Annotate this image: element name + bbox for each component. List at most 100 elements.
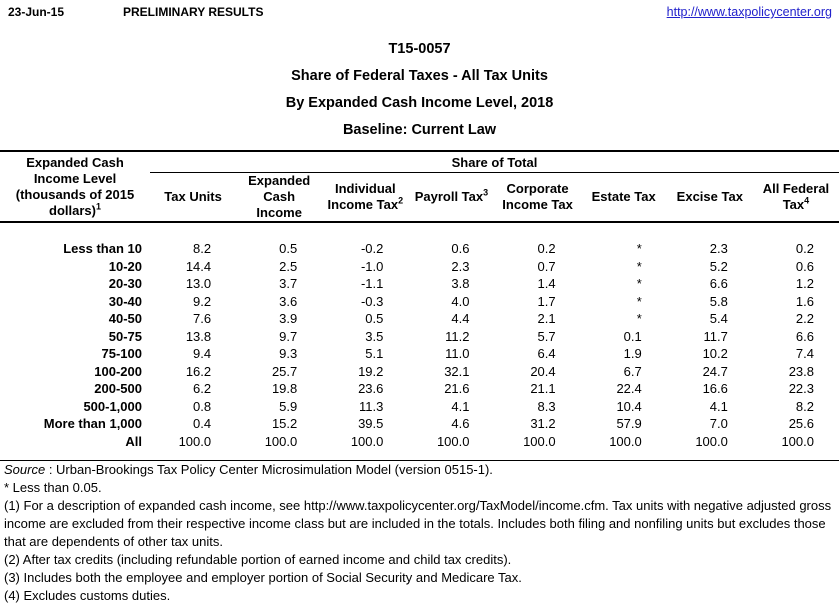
cell: 3.8 (451, 276, 470, 292)
cell: 5.9 (279, 398, 298, 414)
cell: * (636, 311, 642, 327)
cell: 100.0 (695, 433, 728, 449)
cell: 5.8 (709, 293, 728, 309)
cell: 1.9 (623, 346, 642, 362)
cell: 25.7 (271, 363, 298, 379)
column-header: Individual Income Tax2 (322, 172, 409, 223)
table-row: 20-30 13.0 3.7 -1.1 3.8 1.4 * 6.6 1.2 (0, 275, 839, 293)
cell: 4.1 (709, 398, 728, 414)
column-header: Corporate Income Tax (494, 172, 581, 223)
table-row: 40-50 7.6 3.9 0.5 4.4 2.1 * 5.4 2.2 (0, 310, 839, 328)
cell: 22.4 (616, 381, 642, 397)
row-header-income-level: Expanded Cash Income Level (thousands of 2… (0, 151, 150, 223)
cell: 16.6 (702, 381, 728, 397)
cell: 0.1 (623, 328, 642, 344)
cell: 0.6 (451, 241, 470, 257)
cell: 6.2 (193, 381, 212, 397)
source-note: Source : Urban-Brookings Tax Policy Cent… (4, 461, 835, 479)
cell: 8.2 (193, 241, 212, 257)
share-of-federal-taxes-table: Expanded Cash Income Level (thousands of 2… (0, 150, 839, 461)
cell: 8.2 (795, 398, 814, 414)
cell: 19.8 (271, 381, 298, 397)
cell: 0.5 (279, 241, 298, 257)
asterisk-note: * Less than 0.05. (4, 480, 102, 495)
table-row: 100-200 16.2 25.7 19.2 32.1 20.4 6.7 24.7 23.8 (0, 363, 839, 381)
cell: 9.4 (193, 346, 212, 362)
cell: 2.1 (537, 311, 556, 327)
footnotes: Source : Urban-Brookings Tax Policy Cent… (4, 461, 835, 605)
cell: 100.0 (264, 433, 298, 449)
row-label: 20-30 (108, 276, 142, 292)
column-header: Payroll Tax3 (408, 172, 495, 223)
cell: 11.7 (703, 328, 728, 344)
cell: 15.2 (271, 416, 298, 432)
top-bar: 23-Jun-15 PRELIMINARY RESULTS http://www… (0, 5, 839, 21)
cell: 10.2 (702, 346, 728, 362)
row-label: 500-1,000 (83, 398, 142, 414)
cell: 100.0 (178, 433, 212, 449)
cell: 0.6 (795, 258, 814, 274)
cell: 100.0 (523, 433, 556, 449)
table-row: All 100.0 100.0 100.0 100.0 100.0 100.0 100.0 10… (0, 433, 839, 451)
cell: 24.7 (702, 363, 728, 379)
cell: 2.3 (451, 258, 470, 274)
cell: 6.7 (623, 363, 642, 379)
cell: 21.1 (530, 381, 556, 397)
cell: 2.2 (795, 311, 814, 327)
cell: 7.0 (709, 416, 728, 432)
cell: 16.2 (185, 363, 212, 379)
table-row: 200-500 6.2 19.8 23.6 21.6 21.1 22.4 16.6 22.3 (0, 380, 839, 398)
row-label: 40-50 (108, 311, 142, 327)
cell: * (636, 276, 642, 292)
cell: 6.6 (709, 276, 728, 292)
cell: 0.5 (365, 311, 384, 327)
cell: 1.7 (537, 293, 556, 309)
cell: 9.7 (279, 328, 298, 344)
cell: 1.6 (795, 293, 814, 309)
row-label: More than 1,000 (43, 416, 142, 432)
cell: 19.2 (358, 363, 384, 379)
cell: 32.1 (444, 363, 470, 379)
footnote-1: (1) For a description of expanded cash i… (4, 498, 832, 549)
table-row: 30-40 9.2 3.6 -0.3 4.0 1.7 * 5.8 1.6 (0, 293, 839, 311)
cell: 31.2 (530, 416, 556, 432)
table-number-title: T15-0057 (388, 41, 451, 57)
column-header: All Federal Tax4 (752, 172, 839, 223)
cell: 2.3 (709, 241, 728, 257)
baseline-title: Baseline: Current Law (342, 122, 497, 138)
cell: 9.3 (279, 346, 298, 362)
cell: 4.4 (451, 311, 470, 327)
row-label: All (125, 433, 142, 449)
cell: 14.4 (185, 258, 212, 274)
row-label: 10-20 (108, 258, 142, 274)
cell: 100.0 (781, 433, 814, 449)
cell: 13.8 (185, 328, 212, 344)
cell: 20.4 (530, 363, 556, 379)
cell: 5.4 (709, 311, 728, 327)
group-header-share-of-total: Share of Total (150, 151, 839, 173)
cell: 11.2 (445, 328, 470, 344)
footnote-3: (3) Includes both the employee and emplo… (4, 570, 522, 585)
cell: -1.0 (360, 258, 384, 274)
spacer-row (0, 222, 839, 240)
cell: -1.1 (360, 276, 384, 292)
table-row: Less than 10 8.2 0.5 -0.2 0.6 0.2 * 2.3 0.2 (0, 240, 839, 258)
row-label: 100-200 (94, 363, 142, 379)
cell: 0.8 (193, 398, 212, 414)
row-label: 200-500 (94, 381, 142, 397)
taxpolicycenter-link[interactable]: http://www.taxpolicycenter.org (666, 5, 832, 19)
cell: 7.4 (795, 346, 814, 362)
cell: 1.2 (795, 276, 814, 292)
table-row: More than 1,000 0.4 15.2 39.5 4.6 31.2 57.9 7.0… (0, 415, 839, 433)
cell: 4.6 (451, 416, 470, 432)
table-row: 10-20 14.4 2.5 -1.0 2.3 0.7 * 5.2 0.6 (0, 258, 839, 276)
cell: 22.3 (788, 381, 814, 397)
cell: 3.5 (365, 328, 384, 344)
cell: 23.8 (788, 363, 814, 379)
cell: 6.4 (537, 346, 556, 362)
cell: 11.0 (445, 346, 470, 362)
preliminary-results-label: PRELIMINARY RESULTS (123, 5, 264, 19)
cell: 0.2 (795, 241, 814, 257)
cell: 25.6 (788, 416, 814, 432)
cell: 0.7 (537, 258, 556, 274)
